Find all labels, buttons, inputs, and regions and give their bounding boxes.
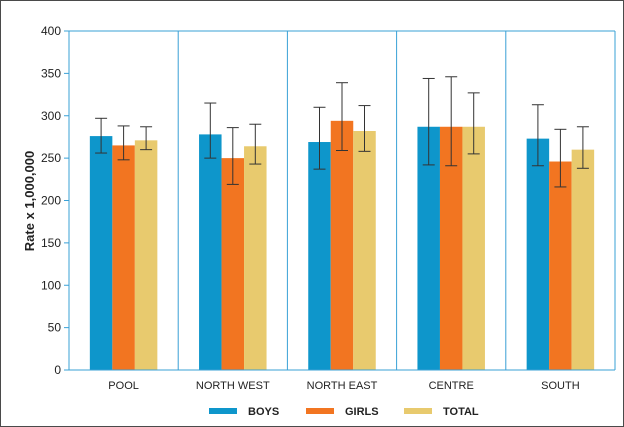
x-tick-label: NORTH EAST [307,380,378,392]
x-tick-labels: POOL NORTH WEST NORTH EAST CENTRE SOUTH [108,380,579,392]
error-bars-group [95,76,589,188]
y-tick-label: 400 [41,24,61,38]
bar-girls [112,145,135,370]
y-tick-label: 300 [41,109,61,123]
bar-total [353,131,376,370]
y-axis-label: Rate x 1,000,000 [22,151,37,251]
legend-swatch-boys [209,408,237,414]
legend: BOYS GIRLS TOTAL [209,406,479,418]
y-tick-label: 0 [54,363,61,377]
y-tick-label: 250 [41,151,61,165]
x-tick-label: POOL [108,380,139,392]
y-tick-labels: 0 50 100 150 200 250 300 350 400 [41,24,61,377]
bar-girls [330,120,354,371]
y-tick-label: 100 [41,278,61,292]
legend-label-boys: BOYS [248,406,279,418]
bar-girls [221,158,245,370]
axes-group [64,30,615,371]
bar-boys [417,126,440,370]
bar-girls [439,126,463,370]
x-tick-label: SOUTH [541,380,580,392]
bar-boys [526,138,550,370]
bar-total [462,126,485,370]
legend-label-girls: GIRLS [345,406,379,418]
y-tick-label: 150 [41,236,61,250]
bar-total [134,140,158,370]
bar-boys [199,134,222,370]
bar-total [571,149,595,370]
bar-girls [549,161,572,370]
y-tick-label: 200 [41,194,61,208]
legend-swatch-girls [306,408,334,414]
y-tick-label: 50 [48,321,62,335]
legend-swatch-total [404,408,432,414]
bars-group [89,120,595,371]
bar-boys [308,142,331,370]
y-tick-label: 350 [41,66,61,80]
bar-boys [89,136,113,370]
bar-total [244,146,267,370]
x-tick-label: CENTRE [429,380,474,392]
x-tick-label: NORTH WEST [196,380,270,392]
grid-lines [69,30,616,370]
legend-label-total: TOTAL [443,406,479,418]
